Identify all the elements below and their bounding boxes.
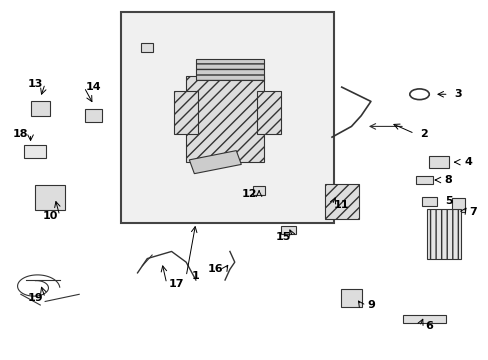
Text: 10: 10 [42, 211, 58, 221]
Text: 7: 7 [468, 207, 476, 217]
Bar [281, 226, 295, 234]
Bar [35, 185, 64, 210]
Bar [141, 43, 153, 52]
Bar [415, 176, 432, 184]
Text: 13: 13 [28, 78, 43, 89]
Text: 19: 19 [27, 293, 43, 303]
Text: 2: 2 [420, 129, 427, 139]
Text: 11: 11 [333, 200, 349, 210]
Bar [256, 91, 281, 134]
Text: 18: 18 [13, 129, 28, 139]
Bar [340, 289, 362, 307]
Text: 9: 9 [366, 300, 374, 310]
Bar [252, 186, 264, 195]
Bar [120, 12, 334, 223]
Text: 5: 5 [444, 197, 451, 206]
Text: 17: 17 [168, 279, 184, 289]
Text: 1: 1 [192, 271, 199, 282]
Bar [324, 184, 358, 219]
Text: 16: 16 [207, 264, 223, 274]
Bar [426, 208, 460, 258]
Text: 15: 15 [275, 232, 290, 242]
Bar [174, 91, 198, 134]
Bar [24, 145, 46, 158]
Text: 12: 12 [241, 189, 257, 199]
Bar [451, 198, 464, 212]
Bar [402, 315, 446, 323]
Bar [196, 59, 264, 80]
Bar [189, 150, 241, 174]
Text: 8: 8 [444, 175, 452, 185]
Bar [428, 156, 448, 168]
Text: 6: 6 [425, 321, 432, 332]
Bar [186, 76, 264, 162]
Bar [30, 102, 50, 116]
Bar [421, 197, 436, 206]
Text: 4: 4 [463, 157, 471, 167]
Bar [85, 109, 102, 122]
Text: 3: 3 [454, 89, 461, 99]
Text: 14: 14 [86, 82, 102, 92]
